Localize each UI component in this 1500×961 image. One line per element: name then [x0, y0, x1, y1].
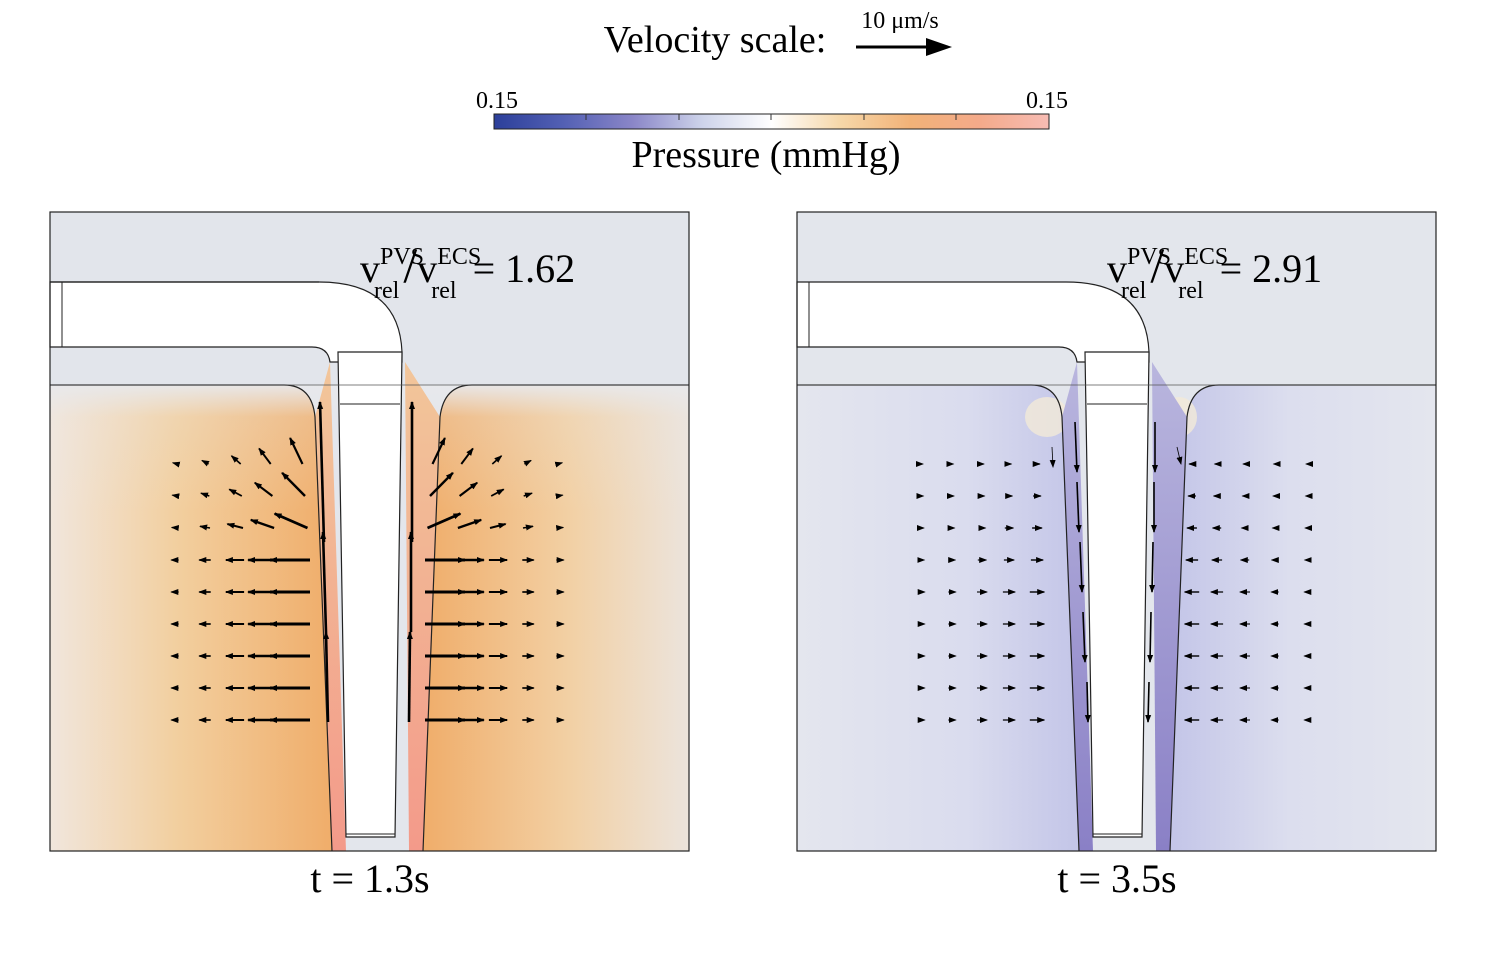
tissue-right [1170, 385, 1436, 851]
colorbar-title: Pressure (mmHg) [631, 134, 900, 176]
velocity-arrow [1049, 446, 1056, 468]
velocity-arrow [228, 488, 243, 497]
velocity-arrow [273, 512, 309, 530]
velocity-arrow [226, 522, 244, 529]
velocity-arrow [249, 518, 275, 530]
velocity-arrow [323, 631, 330, 723]
velocity-arrow [171, 493, 180, 500]
colorbar-ticks [585, 114, 957, 120]
velocity-arrow [1073, 421, 1080, 473]
time-label-right: t = 3.5s [1057, 856, 1176, 901]
panel-right: vPVS rel/vECS rel = 2.91 [796, 211, 1437, 852]
velocity-arrow [458, 481, 478, 497]
velocity-arrow [1084, 681, 1091, 723]
velocity-arrow [199, 524, 211, 531]
panel-left: vPVS rel/vECS rel = 1.62 [49, 211, 690, 852]
velocity-arrow [258, 447, 272, 465]
velocity-arrow [489, 522, 507, 529]
vessel-lumen [337, 351, 403, 838]
ratio-label-right: vPVS rel/vECS rel = 2.91 [1107, 237, 1322, 304]
velocity-arrow [289, 437, 304, 465]
velocity-arrow [170, 525, 180, 532]
velocity-arrow [200, 492, 210, 499]
velocity-arrow [1147, 611, 1154, 663]
velocity-arrow [426, 512, 462, 530]
velocity-arrow [1075, 481, 1082, 533]
velocity-arrow [201, 459, 210, 467]
time-label-left: t = 1.3s [310, 856, 429, 901]
velocity-arrow [254, 481, 274, 497]
velocity-arrow [281, 471, 306, 497]
colorbar: 0.15 0.15 Pressure (mmHg) [476, 88, 1068, 176]
velocity-arrow [1176, 446, 1183, 465]
velocity-arrow [490, 488, 505, 497]
pvs-right [405, 362, 440, 851]
colorbar-max-label: 0.15 [1026, 88, 1068, 114]
velocity-scale-label: Velocity scale: [604, 19, 827, 61]
velocity-arrow [230, 455, 242, 465]
velocity-scale-arrowhead [926, 38, 952, 56]
velocity-arrow [523, 459, 532, 467]
velocity-scale-value: 10 μm/s [861, 8, 939, 34]
velocity-arrow [1081, 611, 1088, 663]
vessel-lumen [1084, 351, 1150, 838]
colorbar-min-label: 0.15 [476, 88, 518, 114]
pvs-left [1062, 362, 1093, 851]
velocity-arrow [555, 525, 565, 532]
velocity-arrow [554, 461, 564, 468]
velocity-arrow [317, 401, 326, 543]
pvs-right [1152, 362, 1187, 851]
velocity-arrow [320, 531, 328, 633]
velocity-arrows-left [170, 401, 565, 723]
velocity-arrow [457, 518, 483, 530]
velocity-arrow [1078, 541, 1085, 593]
velocity-arrow [431, 437, 446, 465]
velocity-arrow [523, 492, 533, 499]
velocity-arrow [406, 631, 413, 723]
ratio-label-left: vPVS rel/vECS rel = 1.62 [360, 237, 575, 304]
velocity-arrow [1145, 681, 1152, 723]
tissue-left [797, 385, 1079, 851]
velocity-arrows-right [916, 421, 1313, 723]
velocity-arrow [171, 461, 181, 468]
velocity-scale-legend: Velocity scale: 10 μm/s [604, 8, 952, 61]
velocity-arrow [1149, 541, 1156, 593]
velocity-arrow [491, 455, 503, 465]
velocity-arrow [460, 447, 474, 465]
velocity-arrow [522, 524, 534, 531]
velocity-arrow [555, 493, 564, 500]
velocity-arrow [429, 471, 454, 497]
